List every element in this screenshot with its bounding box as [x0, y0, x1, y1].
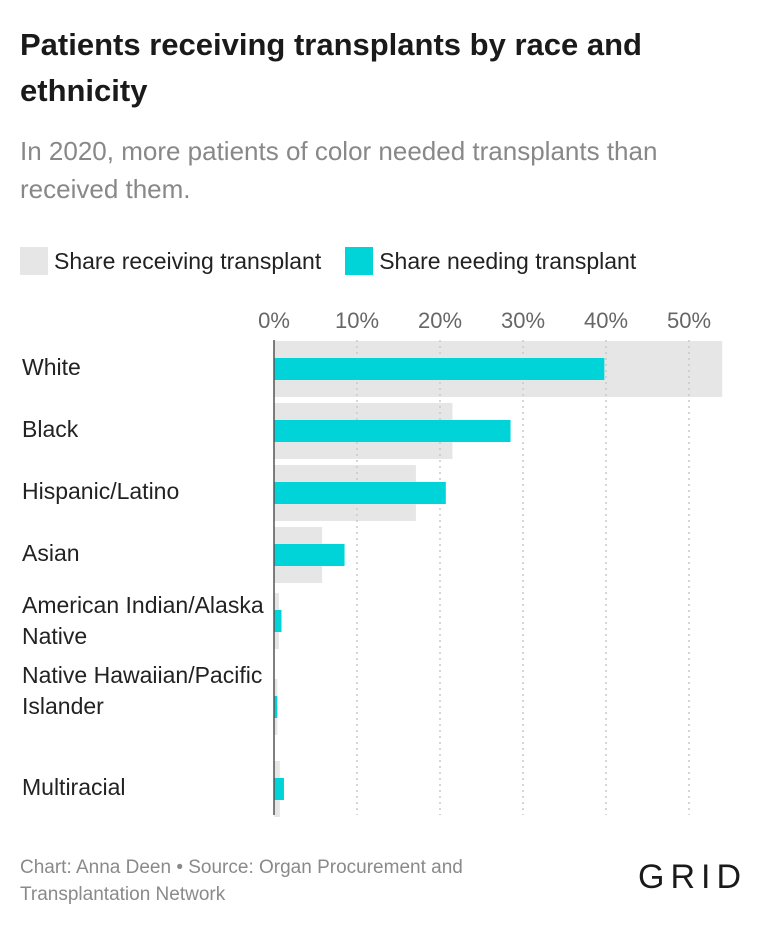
- legend-label-receiving: Share receiving transplant: [54, 247, 322, 274]
- x-tick-label-50: 50%: [667, 308, 711, 333]
- category-label-black: Black: [22, 416, 79, 442]
- bar-chart-plot: 0% 10% 20% 30% 40% 50%: [258, 308, 723, 817]
- needing-bar-0: [274, 358, 605, 380]
- category-label-hispanic-latino: Hispanic/Latino: [22, 478, 180, 504]
- needing-bar-1: [274, 420, 511, 442]
- legend-swatch-receiving: [20, 247, 48, 275]
- x-tick-label-0: 0%: [258, 308, 290, 333]
- needing-bar-5: [274, 696, 278, 718]
- chart-title: Patients receiving transplants by race a…: [20, 27, 642, 108]
- category-label-american-indian-alaska-native: American Indian/Alaska Native: [22, 592, 264, 649]
- x-tick-label-10: 10%: [335, 308, 379, 333]
- x-tick-label-30: 30%: [501, 308, 545, 333]
- grid-logo: GRID: [638, 858, 747, 896]
- legend-label-needing: Share needing transplant: [379, 247, 637, 274]
- needing-bar-3: [274, 544, 345, 566]
- x-tick-label-40: 40%: [584, 308, 628, 333]
- chart-footer-source: Chart: Anna Deen • Source: Organ Procure…: [20, 857, 463, 905]
- category-label-multiracial: Multiracial: [22, 774, 126, 800]
- legend-item-receiving: Share receiving transplant: [20, 247, 321, 275]
- x-tick-label-20: 20%: [418, 308, 462, 333]
- category-label-asian: Asian: [22, 540, 80, 566]
- category-label-white: White: [22, 354, 81, 380]
- needing-bar-2: [274, 482, 446, 504]
- category-label-native-hawaiian-pacific-islander: Native Hawaiian/Pacific Islander: [22, 662, 263, 719]
- legend-swatch-needing: [345, 247, 374, 275]
- chart-legend: Share receiving transplant Share needing…: [20, 244, 660, 278]
- needing-bar-6: [274, 778, 284, 800]
- needing-bar-4: [274, 610, 282, 632]
- legend-item-needing: Share needing transplant: [345, 247, 636, 275]
- chart-subtitle: In 2020, more patients of color needed t…: [20, 136, 658, 204]
